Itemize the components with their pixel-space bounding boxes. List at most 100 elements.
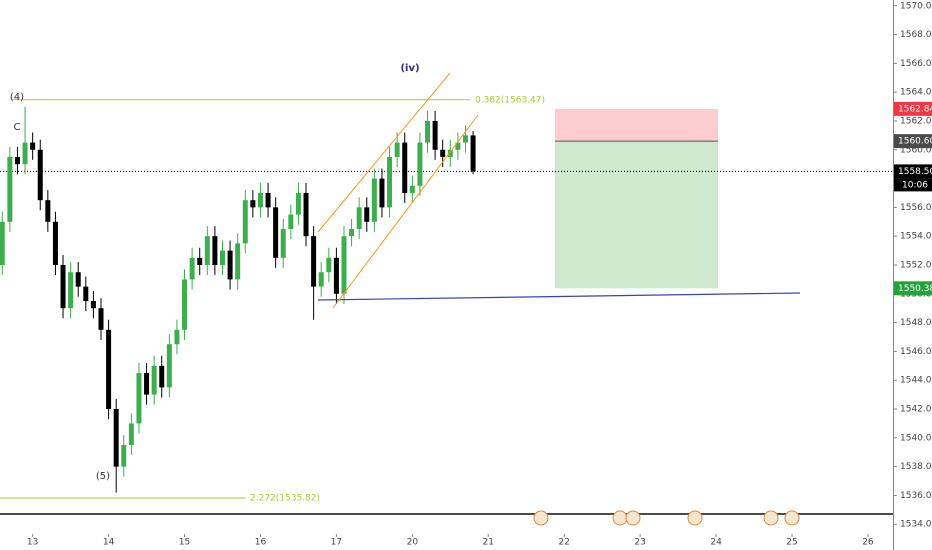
x-tick-label: 23 — [634, 538, 645, 548]
price-badge-label: 1560.60 — [898, 137, 932, 147]
candle-body — [364, 207, 370, 222]
candle-body — [151, 365, 157, 395]
y-tick-label: 1570.00 — [900, 1, 932, 11]
event-icon — [612, 510, 628, 526]
y-tick-label: 1568.00 — [900, 30, 932, 40]
candle-body — [197, 257, 203, 265]
candle-body — [174, 329, 180, 345]
y-tick-label: 1560.00 — [900, 145, 932, 155]
countdown-badge — [894, 178, 932, 192]
candle-body — [371, 178, 377, 222]
channel-line — [332, 114, 479, 309]
candle-body — [159, 365, 165, 388]
price-badge-label: 1562.84 — [898, 104, 932, 114]
candle-body — [333, 257, 339, 294]
candle-body — [470, 135, 476, 172]
y-tick-label: 1562.00 — [900, 116, 932, 126]
candle-body — [90, 301, 96, 309]
candle-body — [204, 236, 210, 265]
candle-body — [14, 156, 20, 165]
wave-label: (5) — [96, 471, 110, 482]
candle-body — [106, 329, 112, 410]
candle-body — [318, 272, 324, 287]
y-tick-label: 1536.00 — [900, 491, 932, 501]
candle-body — [356, 207, 362, 229]
price-badge — [894, 281, 932, 296]
y-tick-label: 1540.00 — [900, 433, 932, 443]
x-tick-label: 15 — [179, 538, 190, 548]
y-tick-label: 1544.00 — [900, 376, 932, 386]
candle-body — [303, 192, 309, 237]
candle-body — [98, 308, 104, 330]
event-icon — [533, 510, 549, 526]
y-tick-label: 1534.00 — [900, 520, 932, 530]
candle-body — [455, 142, 461, 150]
candle-body — [235, 243, 241, 280]
x-tick-label: 26 — [862, 538, 874, 548]
fib-label: 0.382(1563.47) — [475, 95, 545, 105]
candle-body — [227, 250, 233, 280]
x-tick-label: 24 — [710, 538, 722, 548]
event-icon — [625, 510, 641, 526]
candle-body — [409, 185, 415, 193]
wave-label: C — [14, 122, 21, 133]
candle-body — [144, 373, 150, 395]
target-zone — [555, 141, 718, 289]
plot: 0.382(1563.47) 2.272(1535.82) — [0, 95, 893, 504]
candle-body — [212, 236, 218, 265]
candle-body — [250, 200, 256, 208]
event-icon — [687, 510, 703, 526]
candle-body — [0, 221, 5, 265]
x-tick-label: 16 — [255, 538, 267, 548]
candle-body — [402, 142, 408, 193]
candle-body — [182, 279, 188, 330]
x-tick-label: 21 — [483, 538, 494, 548]
candle-body — [387, 156, 393, 208]
candle-body — [83, 286, 89, 302]
candle-body — [425, 120, 431, 143]
candle-body — [60, 265, 66, 309]
candle-body — [311, 236, 317, 287]
x-tick-label: 17 — [331, 538, 342, 548]
wave-label: (iv) — [400, 63, 419, 74]
candle-body — [75, 272, 81, 287]
candle-body — [432, 120, 438, 150]
y-tick-label: 1564.00 — [900, 88, 932, 98]
price-badge-label: 1558.50 — [898, 167, 932, 177]
countdown-label: 10:06 — [902, 180, 928, 190]
candle-body — [189, 257, 195, 280]
candle-body — [136, 373, 142, 424]
y-tick-label: 1554.00 — [900, 232, 932, 242]
x-tick-label: 14 — [103, 538, 115, 548]
y-tick-label: 1542.00 — [900, 405, 932, 415]
candle-body — [326, 257, 332, 273]
candle-body — [440, 149, 446, 157]
event-icon — [784, 510, 800, 526]
y-tick-label: 1552.00 — [900, 261, 932, 271]
y-tick-label: 1538.00 — [900, 462, 932, 472]
event-icons — [533, 510, 800, 526]
channel-line — [317, 72, 451, 233]
candle-body — [349, 228, 355, 237]
event-icon — [763, 510, 779, 526]
candle-body — [379, 178, 385, 208]
candle-body — [128, 423, 134, 446]
candle-body — [68, 272, 74, 309]
candle-body — [113, 409, 119, 467]
candle-body — [417, 142, 423, 186]
fib-label: 2.272(1535.82) — [250, 494, 320, 504]
candle-body — [295, 192, 301, 215]
stop-zone — [555, 108, 718, 142]
y-tick-label: 1566.00 — [900, 59, 932, 69]
candle-body — [166, 344, 172, 388]
candle-body — [219, 250, 225, 265]
candle-body — [121, 445, 127, 467]
x-tick-label: 20 — [407, 538, 419, 548]
x-tick-label: 25 — [786, 538, 797, 548]
candle-body — [37, 149, 43, 201]
price-badge — [894, 164, 932, 179]
candle-body — [462, 135, 468, 143]
y-tick-label: 1546.00 — [900, 347, 932, 357]
